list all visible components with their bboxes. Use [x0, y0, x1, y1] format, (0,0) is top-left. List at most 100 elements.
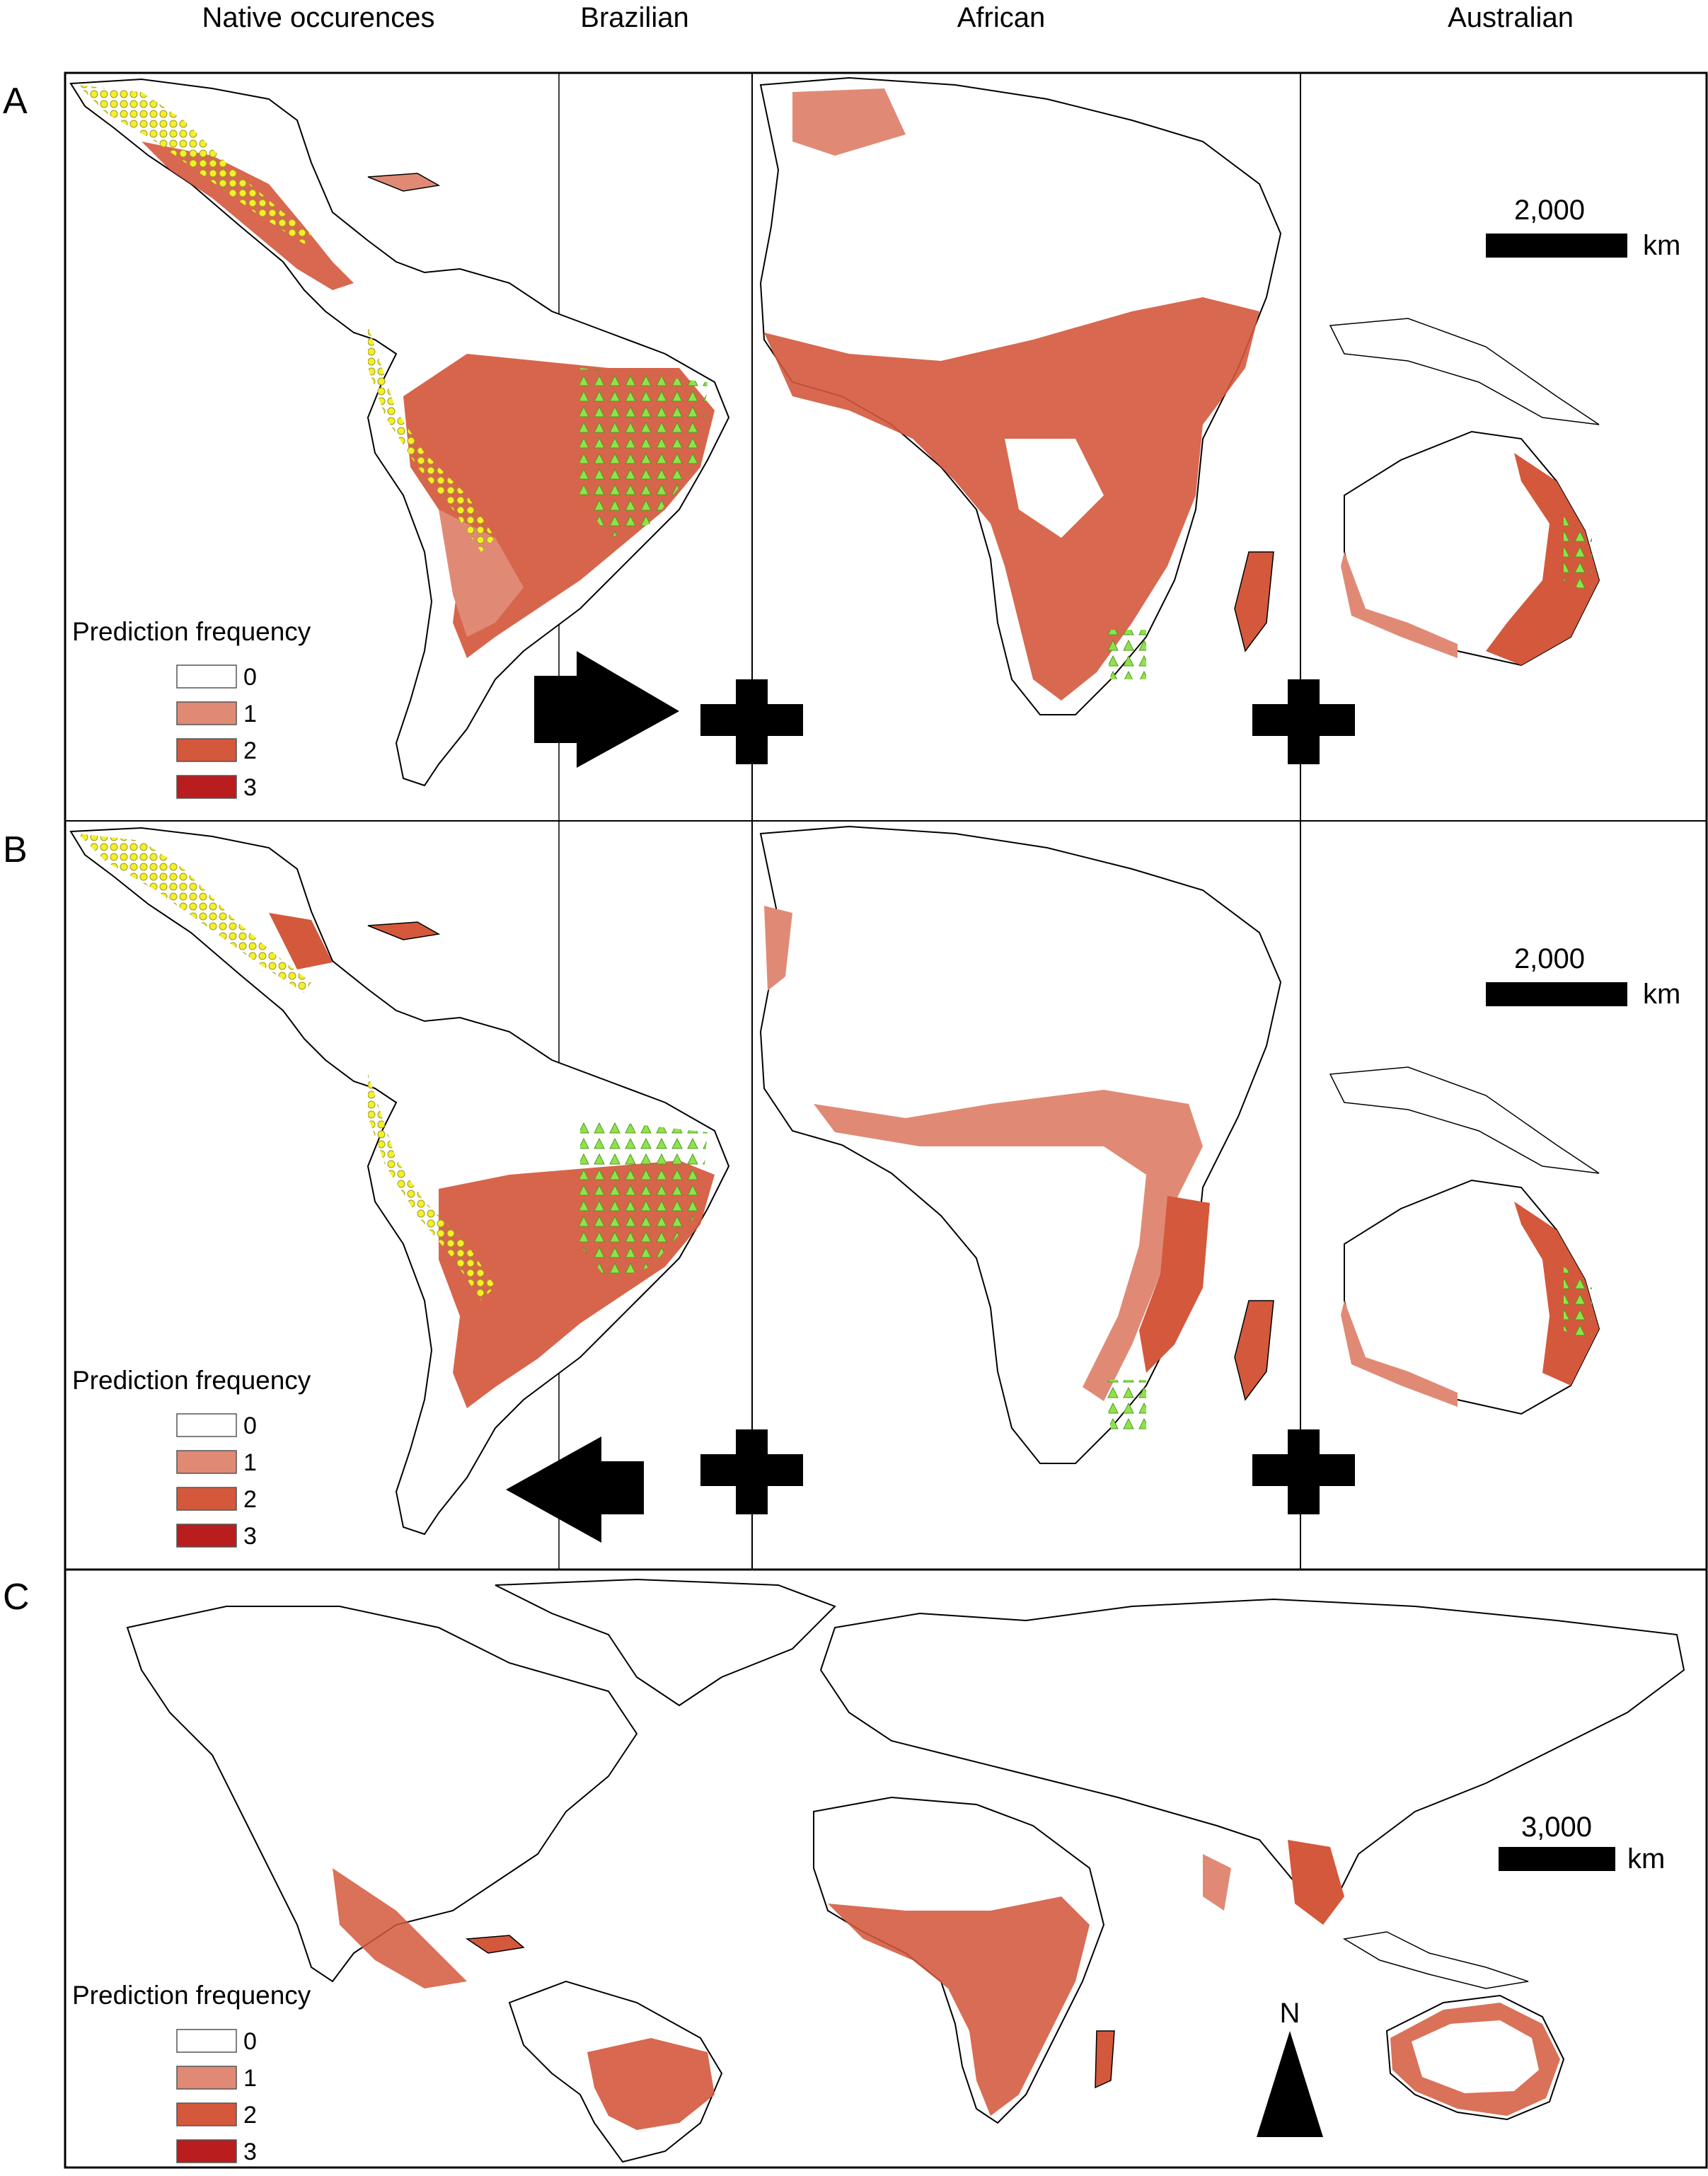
legend-swatch-c-0 [176, 2029, 237, 2053]
west-africa-coast-prediction-b [764, 906, 792, 991]
legend-swatch-c-3 [176, 2139, 237, 2163]
introduced-points-south-africa-b [1104, 1380, 1146, 1429]
arrow-right-icon [534, 651, 679, 768]
legend-swatch-a-1 [176, 701, 237, 725]
panel-letter-c: C [3, 1577, 30, 1618]
panel-a-maps: 2,000 km [69, 76, 1680, 787]
north-africa-prediction-a [792, 88, 906, 156]
arrow-left-icon [506, 1437, 644, 1543]
legend-label-c-3: 3 [243, 2138, 257, 2165]
column-title-brazilian: Brazilian [580, 2, 688, 33]
scale-value-b: 2,000 [1514, 943, 1585, 974]
native-points-andes-a [368, 326, 495, 552]
madagascar-a [1234, 551, 1274, 652]
legend-c: Prediction frequency 0 1 2 3 [72, 1981, 311, 2165]
legend-swatch-b-3 [176, 1524, 237, 1548]
legend-swatch-c-2 [176, 2102, 237, 2126]
introduced-points-brazil-b [580, 1118, 708, 1281]
north-america-outline [126, 1606, 638, 1983]
scale-value-a: 2,000 [1514, 195, 1585, 226]
north-arrow-icon [1257, 2031, 1323, 2137]
legend-swatch-a-0 [176, 664, 237, 689]
africa-prediction-c [828, 1896, 1090, 2116]
australia-southwest-prediction-a [1341, 552, 1458, 658]
introduced-points-australia-a [1564, 517, 1592, 594]
scale-bar-b [1486, 982, 1627, 1006]
legend-label-a-2: 2 [243, 737, 257, 764]
legend-label-c-0: 0 [243, 2028, 257, 2055]
africa-prediction-b [814, 1090, 1203, 1401]
australia-east-prediction-a [1486, 453, 1599, 665]
africa-gap-a [1005, 439, 1104, 538]
column-title-australian: Australian [1448, 2, 1574, 33]
east-africa-prediction-b [1139, 1196, 1210, 1373]
panel-letter-a: A [3, 81, 28, 122]
south-america-prediction-c [587, 2038, 715, 2130]
legend-b: Prediction frequency 0 1 2 3 [72, 1366, 311, 1550]
panel-b-maps: 2,000 km [69, 825, 1680, 1543]
central-america-prediction-b [269, 913, 333, 969]
legend-a: Prediction frequency 0 1 2 3 [72, 617, 311, 801]
greenland-outline [495, 1578, 836, 1707]
australia-east-prediction-b [1514, 1202, 1599, 1386]
scale-unit-a: km [1643, 230, 1680, 261]
legend-label-a-3: 3 [243, 774, 257, 801]
native-points-andes-b [368, 1074, 495, 1301]
se-asia-islands-a [1329, 318, 1600, 425]
australia-southwest-prediction-b [1341, 1301, 1458, 1407]
introduced-points-south-africa-a [1104, 630, 1146, 679]
legend-label-b-2: 2 [243, 1486, 257, 1513]
plus-icon-b1 [700, 1429, 803, 1514]
scale-value-c: 3,000 [1521, 1812, 1592, 1843]
legend-swatch-b-0 [176, 1413, 237, 1437]
column-title-african: African [957, 2, 1046, 33]
madagascar-c [1095, 2030, 1115, 2089]
scale-unit-c: km [1627, 1843, 1665, 1875]
plus-icon-a1 [700, 679, 803, 764]
introduced-points-australia-b [1564, 1267, 1592, 1345]
plus-icon-b2 [1252, 1429, 1355, 1514]
plus-icon-a2 [1252, 679, 1355, 764]
africa-prediction-a [764, 297, 1259, 701]
scale-bar-c [1499, 1847, 1615, 1871]
legend-swatch-a-3 [176, 775, 237, 799]
legend-label-b-3: 3 [243, 1523, 257, 1550]
figure-frame [64, 71, 1708, 2169]
australia-interior-c [1412, 2020, 1539, 2093]
legend-swatch-b-1 [176, 1450, 237, 1474]
se-asia-islands-b [1329, 1066, 1600, 1174]
southeast-asia-prediction-c [1288, 1840, 1344, 1925]
legend-swatch-b-2 [176, 1487, 237, 1511]
mexico-prediction-c [333, 1868, 467, 1988]
north-label: N [1280, 1998, 1300, 2029]
legend-label-c-1: 1 [243, 2065, 257, 2092]
legend-label-c-2: 2 [243, 2102, 257, 2129]
indonesia-islands-c [1342, 1931, 1529, 1989]
scale-bar-a [1486, 234, 1627, 258]
central-america-prediction-a [142, 142, 354, 290]
legend-label-b-0: 0 [243, 1412, 257, 1439]
caribbean-prediction-c [465, 1935, 525, 1954]
column-title-native: Native occurences [202, 2, 434, 33]
india-prediction-c [1203, 1854, 1231, 1911]
legend-swatch-a-2 [176, 738, 237, 762]
legend-label-a-0: 0 [243, 664, 257, 691]
caribbean-islands-a [367, 173, 441, 192]
legend-title-c: Prediction frequency [72, 1981, 311, 2010]
legend-title-a: Prediction frequency [72, 617, 311, 646]
madagascar-b [1234, 1300, 1274, 1401]
legend-swatch-c-1 [176, 2066, 237, 2090]
caribbean-islands-b [367, 921, 441, 940]
introduced-points-brazil-a [580, 368, 708, 538]
native-points-mexico-b [78, 834, 311, 993]
panel-letter-b: B [3, 829, 28, 870]
native-points-mexico-a [78, 85, 311, 244]
panel-c-world-map: 3,000 km N [126, 1578, 1685, 2163]
eurasia-outline [819, 1598, 1685, 1912]
legend-title-b: Prediction frequency [72, 1366, 311, 1395]
legend-label-b-1: 1 [243, 1449, 257, 1476]
legend-label-a-1: 1 [243, 701, 257, 727]
scale-unit-b: km [1643, 979, 1680, 1010]
south-america-prediction-light-a [439, 510, 524, 637]
